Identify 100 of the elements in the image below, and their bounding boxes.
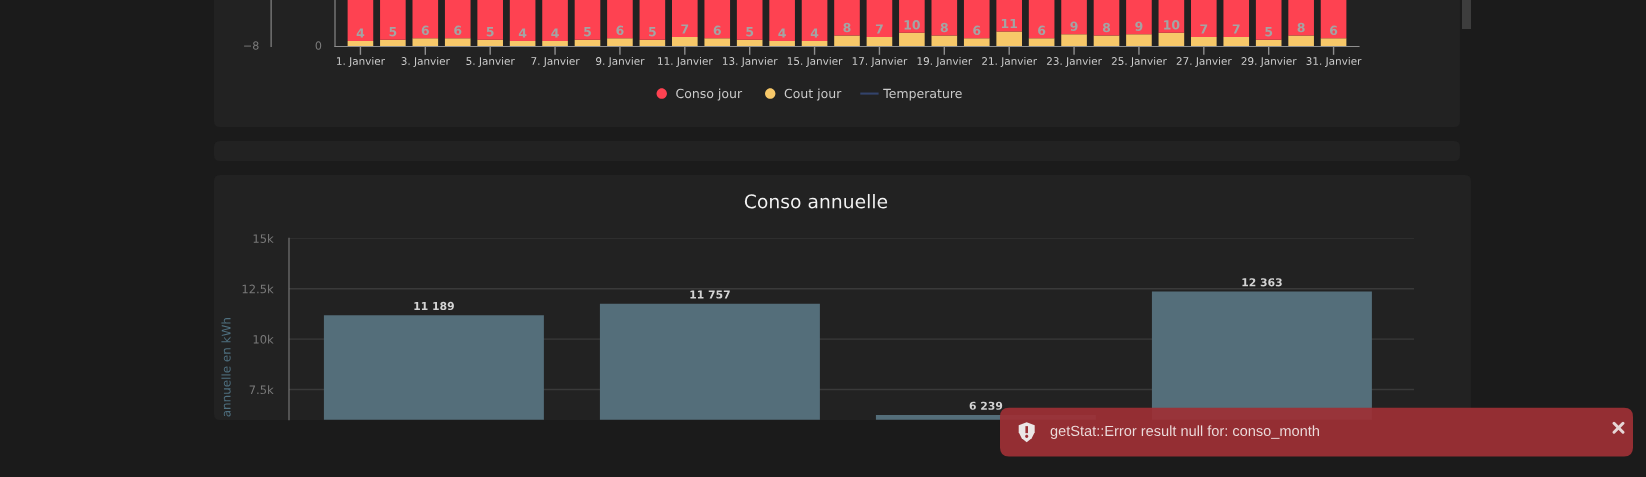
bar [866, 36, 893, 47]
bar [899, 0, 925, 33]
x-tick-label: 19. Janvier [917, 56, 973, 67]
data-label: 4 [551, 28, 559, 38]
bar [963, 38, 990, 47]
x-tick-label: 3. Janvier [401, 56, 450, 67]
data-label: 4 [356, 28, 365, 38]
bar [834, 0, 860, 36]
bar [931, 0, 958, 36]
data-label: 6 [616, 25, 624, 36]
x-tick-label: 25. Janvier [1111, 56, 1167, 67]
bar [380, 0, 406, 40]
bar [1288, 35, 1314, 47]
x-tick-label: 13. Janvier [722, 56, 778, 67]
data-label: 9 [1135, 21, 1143, 31]
data-label: 6 239 [969, 401, 1003, 410]
data-label: 11 [1001, 18, 1018, 29]
data-label: 8 [940, 22, 948, 33]
bar [412, 38, 439, 47]
data-label: 10 [904, 20, 920, 30]
data-label: 5 [389, 27, 397, 37]
x-tick-label: 15. Janvier [787, 56, 843, 67]
data-label: 5 [486, 27, 494, 37]
bar [412, 0, 439, 39]
bar [866, 0, 893, 37]
bar [1320, 0, 1347, 39]
bar [347, 0, 374, 42]
data-label: 8 [843, 22, 851, 33]
bar [574, 0, 601, 40]
y-tick-label: 7.5k [249, 385, 274, 395]
data-label: 11 757 [690, 290, 730, 299]
data-label: 4 [810, 28, 819, 38]
x-tick-label: 17. Janvier [852, 56, 908, 67]
text: getStat::Error result null for: conso_month [1050, 425, 1319, 439]
data-label: 7 [875, 24, 883, 34]
x-tick-label: 21. Janvier [982, 56, 1038, 67]
data-label: 6 [421, 25, 429, 36]
bar [1223, 0, 1250, 37]
data-label: 4 [778, 28, 786, 38]
bar [704, 0, 731, 39]
data-label: 7 [1232, 24, 1240, 34]
bar [1028, 38, 1055, 47]
bar [996, 0, 1022, 32]
x-tick-label: 1. Janvier [337, 56, 385, 67]
bar [834, 35, 860, 47]
bar [1061, 34, 1087, 47]
x-tick-label: 31. Janvier [1306, 56, 1362, 67]
data-label: 6 [454, 25, 462, 36]
bar [1093, 0, 1120, 36]
bar [607, 0, 633, 39]
bar [444, 38, 471, 47]
bar [736, 0, 763, 40]
bar [1028, 0, 1055, 39]
text: −8 [244, 41, 259, 50]
y-tick-label: 12.5k [242, 284, 274, 294]
data-label: 5 [746, 27, 754, 37]
bar [542, 0, 568, 42]
bar [1158, 32, 1185, 47]
x-tick-label: 11. Janvier [658, 56, 713, 67]
y-tick-label: 15k [253, 234, 274, 243]
data-label: 4 [518, 28, 527, 38]
bar [1320, 38, 1347, 47]
bar [672, 0, 698, 37]
bar [672, 36, 698, 47]
x-tick-label: 29. Janvier [1241, 56, 1297, 67]
bar [769, 0, 795, 42]
x-tick-label: 7. Janvier [531, 56, 580, 67]
bar [1158, 0, 1185, 33]
data-label: 5 [584, 27, 591, 37]
bar [1223, 36, 1250, 47]
bar [996, 31, 1022, 47]
bar [1061, 0, 1087, 35]
bar [1191, 36, 1217, 47]
bar [704, 38, 731, 47]
data-label: 7 [681, 24, 689, 34]
data-label: 5 [648, 27, 656, 37]
y-axis-title: annuelle en kWh [221, 318, 231, 417]
data-label: 9 [1070, 21, 1078, 31]
bar [801, 0, 828, 42]
data-label: 8 [1102, 22, 1111, 33]
bar [899, 32, 925, 47]
bar [769, 41, 795, 47]
legend-label: Cout jour [784, 88, 842, 101]
text: 0 [315, 41, 322, 50]
bar [444, 0, 471, 39]
x-tick-label: 5. Janvier [466, 56, 515, 67]
bar [1191, 0, 1217, 37]
bar [1288, 0, 1314, 36]
x-tick-label: 23. Janvier [1046, 56, 1102, 67]
data-label: 6 [713, 25, 721, 36]
legend-label: Temperature [883, 88, 962, 101]
data-label: 6 [1038, 25, 1046, 36]
chart-title: Conso annuelle [744, 193, 888, 209]
bar [509, 0, 536, 42]
data-label: 12 363 [1242, 278, 1282, 287]
data-label: 5 [1265, 27, 1273, 37]
legend-label: Conso jour [676, 88, 743, 101]
bar [607, 38, 633, 47]
data-label: 6 [973, 25, 981, 36]
bar [963, 0, 990, 39]
